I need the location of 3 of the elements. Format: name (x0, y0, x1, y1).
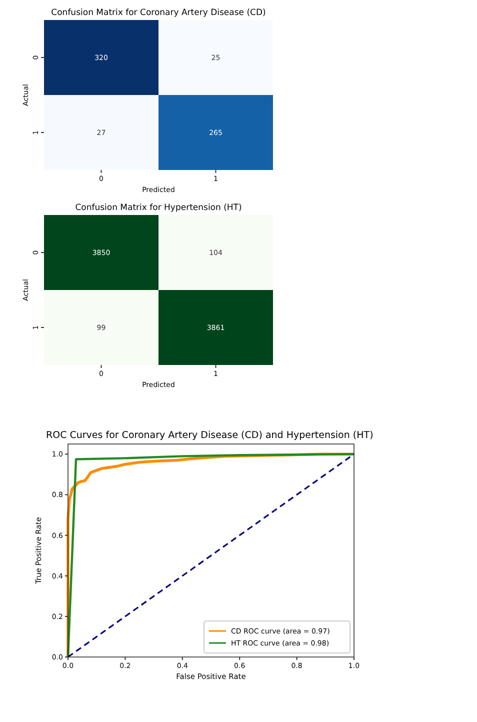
chart-title: Confusion Matrix for Coronary Artery Disease (CD) (51, 8, 266, 18)
chart-title: ROC Curves for Coronary Artery Disease (CD) and Hypertension (HT) (46, 430, 374, 441)
chart-title: Confusion Matrix for Hypertension (HT) (75, 203, 242, 213)
